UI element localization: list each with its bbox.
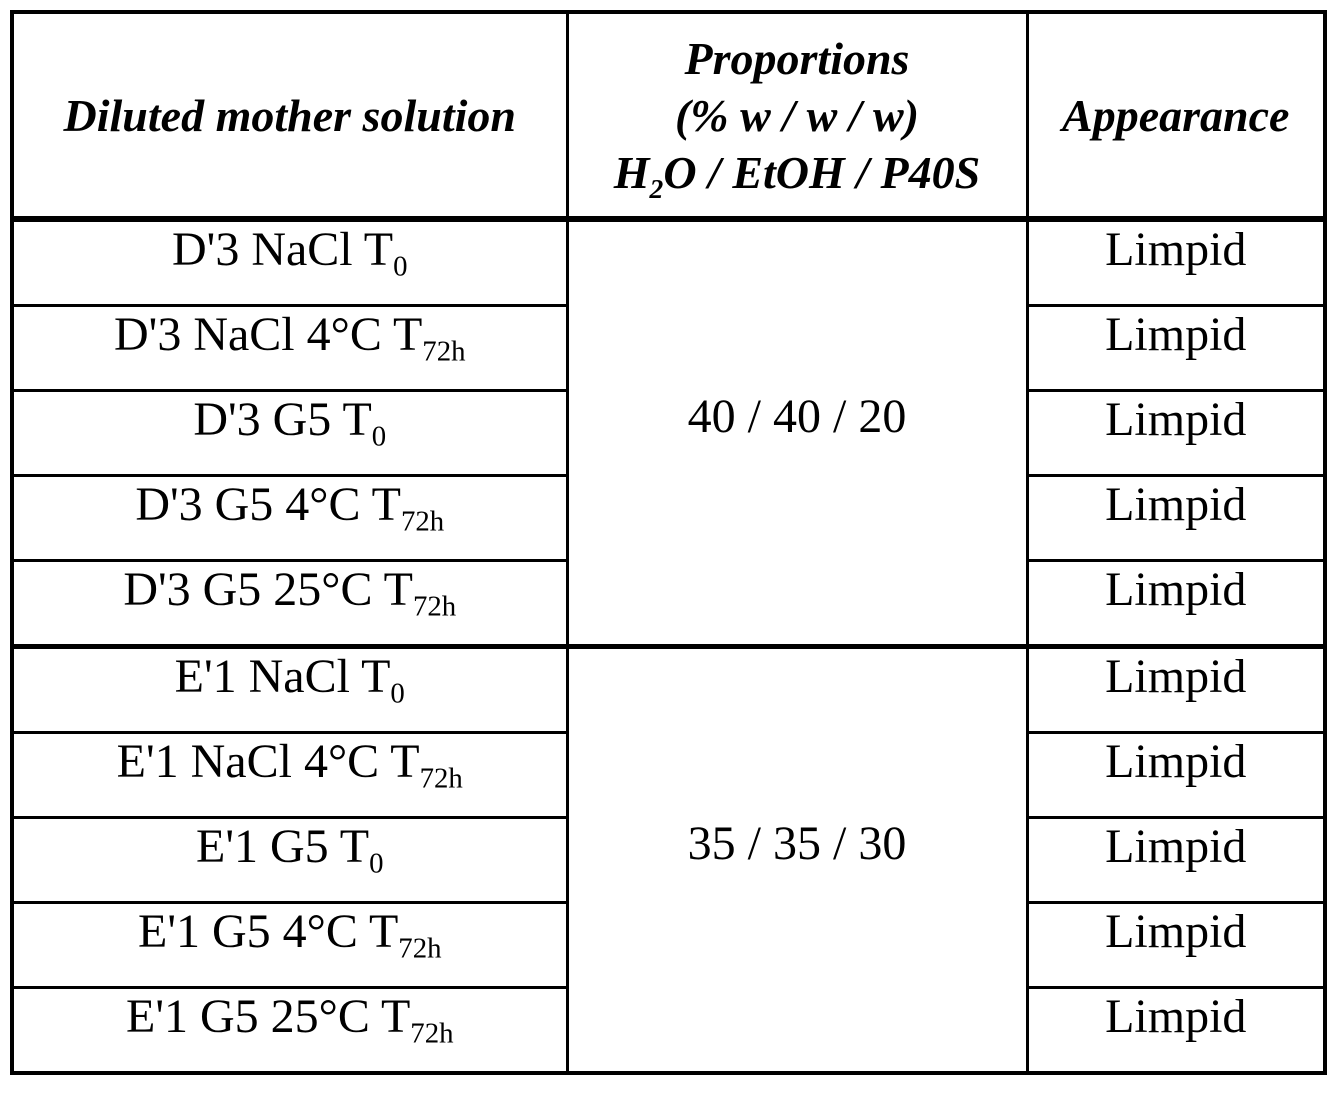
header-proportions: Proportions (% w / w / w) H2O / EtOH / P…: [565, 10, 1029, 222]
solution-cell: D'3 NaCl 4°C T72h: [10, 304, 569, 392]
solution-cell: E'1 NaCl T0: [10, 644, 569, 734]
appearance-cell: Limpid: [1025, 816, 1327, 904]
solution-cell: E'1 G5 25°C T72h: [10, 986, 569, 1075]
solution-subscript: 72h: [412, 590, 457, 623]
formula-h: H: [613, 146, 650, 198]
solution-label: E'1 G5 T: [196, 820, 370, 873]
table-row: D'3 G5 4°C T72h Limpid: [10, 474, 1327, 562]
header-proportions-line1: Proportions: [684, 32, 910, 84]
table-row: D'3 NaCl T0 40 / 40 / 20 Limpid: [10, 217, 1327, 648]
header-row: Diluted mother solution Proportions (% w…: [10, 10, 1327, 222]
solution-label: E'1 G5 25°C T: [126, 990, 411, 1043]
solution-label: E'1 G5 4°C T: [138, 905, 399, 958]
solution-label: D'3 G5 25°C T: [123, 563, 413, 616]
proportions-cell: 35 / 35 / 30: [565, 644, 1029, 1075]
solution-cell: E'1 G5 4°C T72h: [10, 901, 569, 989]
solution-subscript: 72h: [398, 932, 442, 965]
table-row: D'3 G5 T0 Limpid: [10, 389, 1327, 477]
appearance-cell: Limpid: [1025, 901, 1327, 989]
table-row: E'1 NaCl 4°C T72h Limpid: [10, 731, 1327, 819]
solution-cell: D'3 G5 4°C T72h: [10, 474, 569, 562]
table-row: E'1 G5 25°C T72h Limpid: [10, 986, 1327, 1075]
formula-subscript: 2: [649, 172, 664, 204]
solution-label: D'3 G5 T: [193, 393, 372, 446]
solution-subscript: 72h: [419, 762, 463, 795]
solution-subscript: 72h: [410, 1017, 454, 1050]
appearance-cell: Limpid: [1025, 644, 1327, 734]
solution-subscript: 72h: [400, 505, 445, 538]
solution-cell: D'3 G5 25°C T72h: [10, 559, 569, 648]
solution-label: E'1 NaCl 4°C T: [116, 735, 420, 788]
proportions-cell: 40 / 40 / 20: [565, 217, 1029, 648]
formula-rest: O / EtOH / P40S: [663, 146, 981, 198]
appearance-cell: Limpid: [1025, 389, 1327, 477]
dilution-stability-table: Diluted mother solution Proportions (% w…: [10, 10, 1327, 1075]
solution-cell: E'1 G5 T0: [10, 816, 569, 904]
appearance-cell: Limpid: [1025, 474, 1327, 562]
table-body: D'3 NaCl T0 40 / 40 / 20 Limpid D'3 NaCl…: [10, 217, 1327, 1075]
header-appearance: Appearance: [1025, 10, 1327, 222]
solution-label: D'3 G5 4°C T: [135, 478, 401, 531]
solution-label: E'1 NaCl T: [174, 650, 391, 703]
table-header: Diluted mother solution Proportions (% w…: [10, 10, 1327, 222]
solution-subscript: 0: [369, 847, 384, 880]
table-row: E'1 G5 T0 Limpid: [10, 816, 1327, 904]
solution-subscript: 0: [371, 420, 387, 453]
appearance-cell: Limpid: [1025, 559, 1327, 648]
header-proportions-line3: H2O / EtOH / P40S: [569, 144, 1026, 204]
solution-cell: D'3 NaCl T0: [10, 217, 569, 307]
solution-label: D'3 NaCl 4°C T: [114, 308, 423, 361]
table-row: E'1 NaCl T0 35 / 35 / 30 Limpid: [10, 644, 1327, 1075]
appearance-cell: Limpid: [1025, 217, 1327, 307]
appearance-cell: Limpid: [1025, 731, 1327, 819]
table-row: E'1 G5 4°C T72h Limpid: [10, 901, 1327, 989]
solution-label: D'3 NaCl T: [172, 223, 394, 276]
header-diluted-mother-solution: Diluted mother solution: [10, 10, 569, 222]
appearance-cell: Limpid: [1025, 986, 1327, 1075]
solution-subscript: 0: [393, 250, 408, 283]
header-proportions-line2: (% w / w / w): [674, 89, 920, 141]
solution-subscript: 72h: [422, 335, 466, 368]
solution-cell: D'3 G5 T0: [10, 389, 569, 477]
solution-subscript: 0: [390, 677, 405, 710]
solution-cell: E'1 NaCl 4°C T72h: [10, 731, 569, 819]
table-row: D'3 G5 25°C T72h Limpid: [10, 559, 1327, 648]
appearance-cell: Limpid: [1025, 304, 1327, 392]
table-row: D'3 NaCl 4°C T72h Limpid: [10, 304, 1327, 392]
